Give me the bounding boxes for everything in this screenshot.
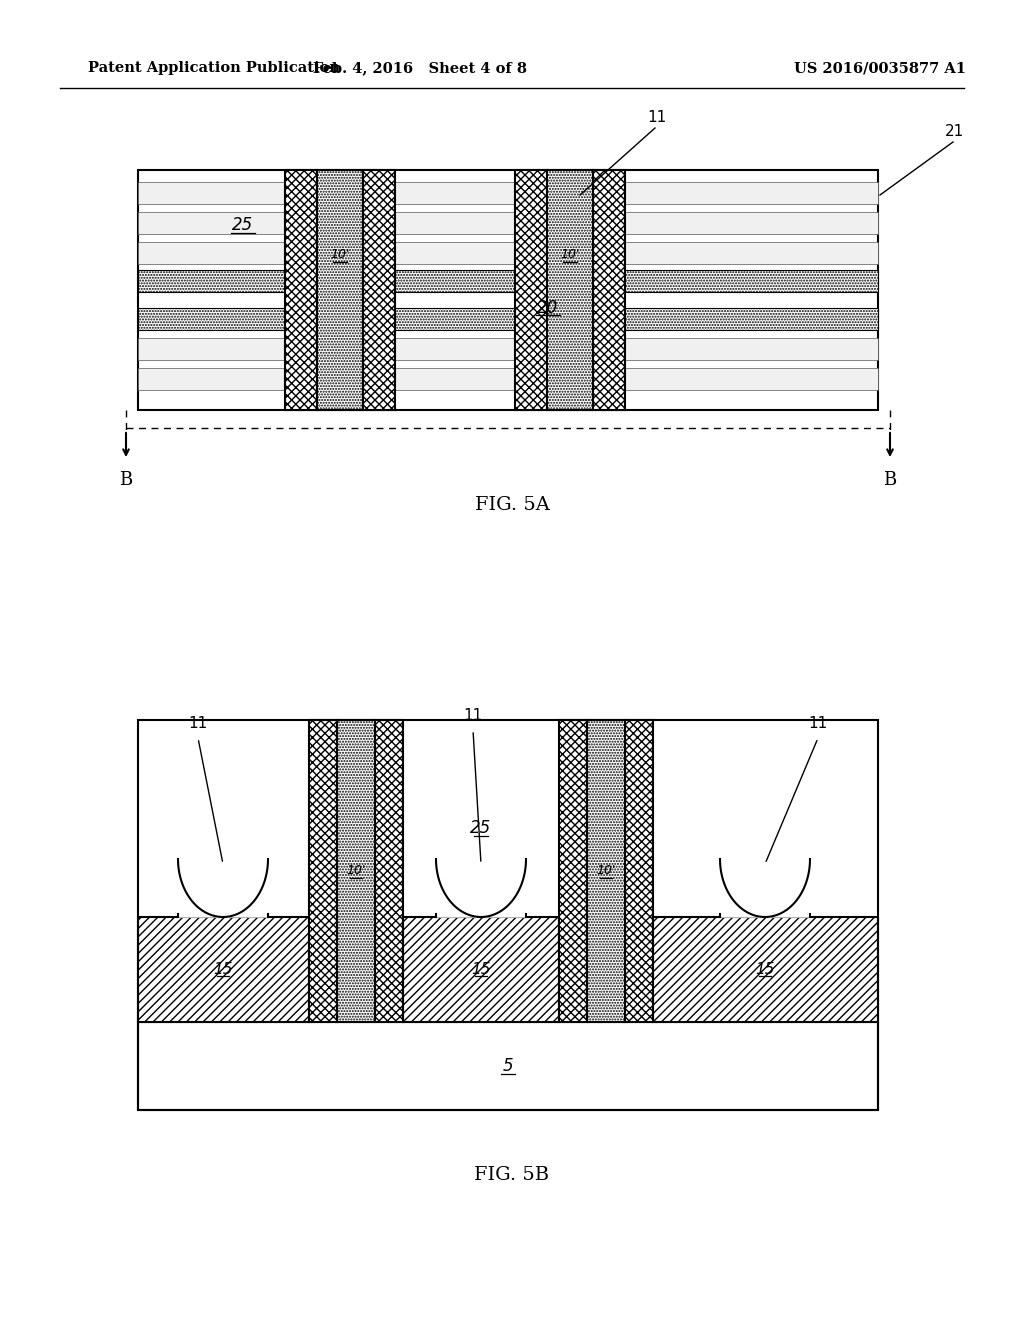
Text: 10': 10' [346,865,366,878]
Bar [515,170,547,411]
Polygon shape [720,859,810,917]
Bar [138,308,878,330]
Text: 25: 25 [232,216,254,234]
Text: 11: 11 [808,717,827,731]
Polygon shape [436,859,526,917]
Bar [138,368,878,389]
Text: 10': 10' [331,248,349,261]
Bar [317,170,362,411]
Bar [559,719,587,1022]
Text: 10': 10' [596,865,615,878]
Text: 15: 15 [471,961,490,977]
Bar [138,170,878,411]
Text: B: B [120,471,133,488]
Text: Feb. 4, 2016   Sheet 4 of 8: Feb. 4, 2016 Sheet 4 of 8 [313,61,527,75]
Bar [720,719,810,917]
Text: B: B [884,471,897,488]
Text: 20: 20 [538,300,559,317]
Bar [138,719,878,1110]
Text: 15: 15 [213,961,232,977]
Bar [138,338,878,360]
Bar [309,719,337,1022]
Bar [337,719,375,1022]
Bar [403,917,559,1022]
Bar [138,182,878,205]
Polygon shape [178,859,268,917]
Text: 5: 5 [503,1057,513,1074]
Bar [547,170,593,411]
Text: FIG. 5A: FIG. 5A [474,496,550,513]
Bar [138,1022,878,1110]
Text: 11: 11 [647,111,667,125]
Bar [178,719,268,917]
Bar [138,242,878,264]
Bar [625,719,653,1022]
Bar [285,170,317,411]
Text: 11: 11 [464,709,482,723]
Text: 15: 15 [756,961,775,977]
Text: Patent Application Publication: Patent Application Publication [88,61,340,75]
Text: 10': 10' [560,248,580,261]
Bar [593,170,625,411]
Text: 25: 25 [470,820,492,837]
Bar [587,719,625,1022]
Bar [375,719,403,1022]
Text: 21: 21 [945,124,965,140]
Text: 11: 11 [188,717,208,731]
Bar [653,917,878,1022]
Bar [138,917,309,1022]
Text: FIG. 5B: FIG. 5B [474,1166,550,1184]
Bar [138,271,878,292]
Bar [138,308,878,330]
Bar [362,170,395,411]
Text: US 2016/0035877 A1: US 2016/0035877 A1 [794,61,966,75]
Bar [138,213,878,234]
Bar [436,719,526,917]
